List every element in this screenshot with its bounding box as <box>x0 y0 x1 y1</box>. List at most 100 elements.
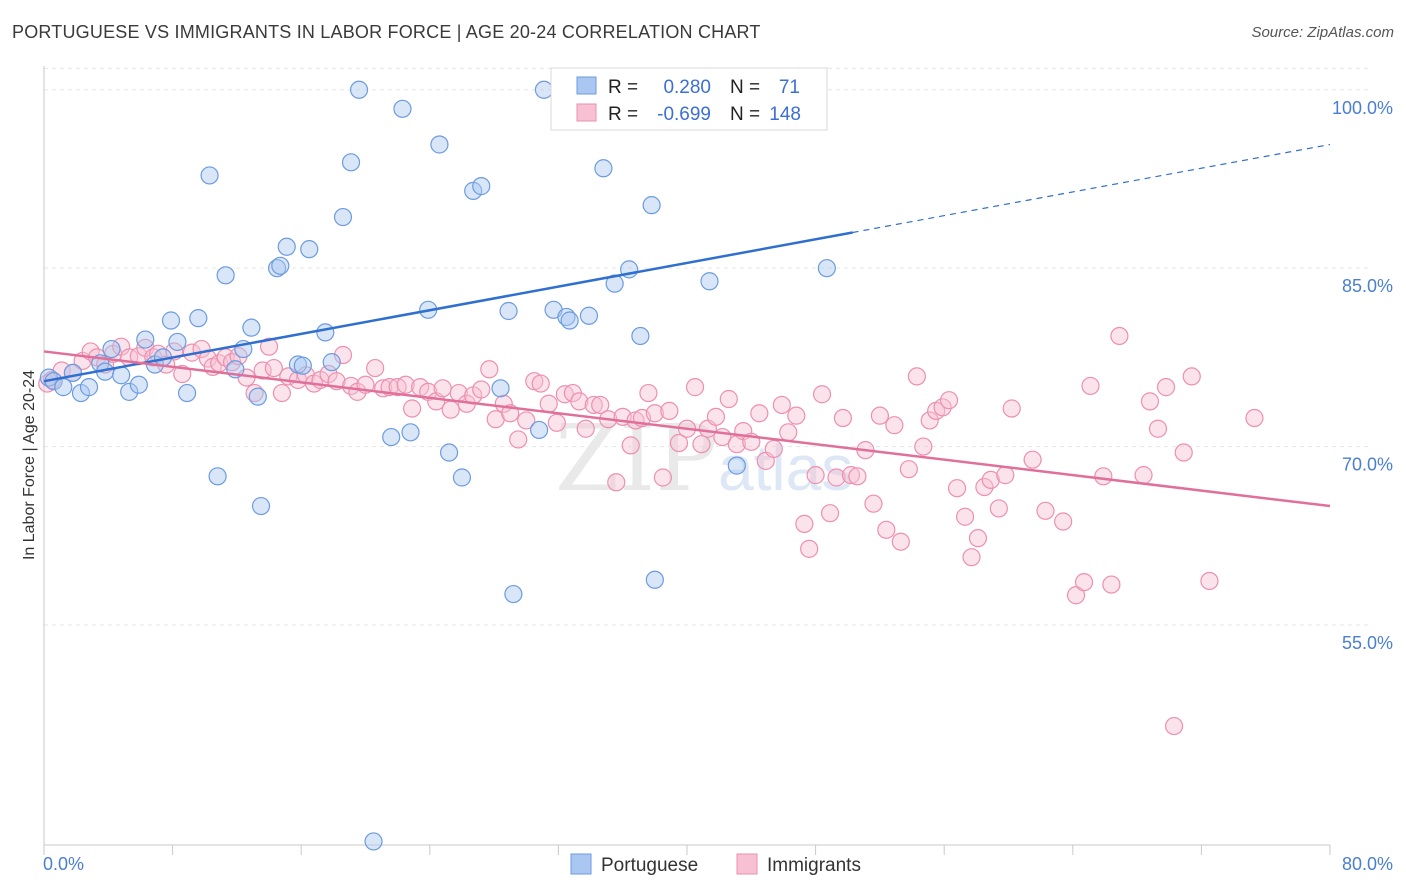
portuguese-point-56 <box>579 306 599 325</box>
legend-label-immigrants: Immigrants <box>767 855 861 876</box>
source-label: Source: ZipAtlas.com <box>1251 24 1394 41</box>
immigrants-point-98 <box>772 395 791 415</box>
immigrants-point-111 <box>864 494 883 513</box>
immigrants-point-112 <box>870 406 890 425</box>
immigrants-point-129 <box>989 499 1008 518</box>
portuguese-points <box>39 80 836 851</box>
immigrants-point-82 <box>653 468 672 487</box>
x-tick-label-min: 0.0% <box>43 854 84 874</box>
immigrants-point-136 <box>1074 573 1094 592</box>
portuguese-point-47 <box>472 177 491 196</box>
immigrants-point-121 <box>933 398 952 417</box>
immigrants-point-86 <box>685 378 705 397</box>
legend-swatch-immigrants <box>736 853 758 875</box>
immigrants-point-48 <box>403 399 422 418</box>
immigrants-point-139 <box>1102 575 1121 594</box>
immigrants-point-137 <box>1081 376 1100 396</box>
immigrants-point-63 <box>517 411 536 430</box>
immigrants-point-114 <box>885 416 904 435</box>
immigrants-point-70 <box>570 392 589 411</box>
immigrants-point-122 <box>939 391 959 410</box>
portuguese-point-2 <box>54 378 73 397</box>
immigrants-point-108 <box>841 466 861 485</box>
immigrants-point-128 <box>981 470 1000 489</box>
portuguese-point-54 <box>557 307 576 327</box>
portuguese-point-38 <box>364 832 383 851</box>
y-tick-label-1: 70.0% <box>1342 455 1393 475</box>
portuguese-point-18 <box>189 309 208 328</box>
immigrants-point-109 <box>848 467 867 486</box>
immigrants-point-75 <box>607 473 626 492</box>
immigrants-point-95 <box>750 404 769 423</box>
stats-box: R = 0.280 N = 71 R = -0.699 N = 148 <box>550 67 828 131</box>
portuguese-point-33 <box>316 323 335 342</box>
immigrants-point-146 <box>1174 443 1193 462</box>
immigrants-point-149 <box>1245 408 1264 428</box>
immigrants-point-39 <box>333 345 353 365</box>
immigrants-point-29 <box>259 337 279 356</box>
immigrants-point-147 <box>1182 367 1201 386</box>
portuguese-point-35 <box>333 207 353 227</box>
portuguese-point-48 <box>491 379 510 398</box>
immigrants-point-84 <box>669 433 689 453</box>
immigrants-point-125 <box>962 548 981 567</box>
stats-r-label-portuguese: R = <box>608 77 638 98</box>
immigrants-point-131 <box>1002 399 1021 418</box>
x-tick-label-max: 80.0% <box>1342 854 1393 874</box>
immigrants-point-107 <box>833 408 853 428</box>
watermark-atlas: atlas <box>718 432 853 504</box>
immigrants-point-103 <box>806 466 825 485</box>
stats-r-value-immigrants: -0.699 <box>657 104 711 125</box>
immigrants-point-87 <box>692 435 711 454</box>
portuguese-point-10 <box>120 382 139 401</box>
immigrants-point-144 <box>1156 378 1176 397</box>
portuguese-point-68 <box>727 456 746 475</box>
immigrants-point-43 <box>366 358 385 378</box>
portuguese-point-36 <box>341 153 361 172</box>
immigrants-point-83 <box>660 401 679 421</box>
legend: Portuguese Immigrants <box>570 853 861 876</box>
portuguese-point-29 <box>277 237 296 256</box>
stats-n-label-portuguese: N = <box>730 77 760 98</box>
immigrants-trend-line <box>43 350 1331 508</box>
portuguese-point-25 <box>251 496 271 516</box>
portuguese-point-63 <box>645 570 664 589</box>
legend-label-portuguese: Portuguese <box>601 855 698 876</box>
immigrants-point-143 <box>1148 419 1168 438</box>
immigrants-point-52 <box>433 379 452 398</box>
portuguese-point-51 <box>530 420 549 440</box>
gridlines <box>44 67 1370 626</box>
portuguese-point-15 <box>161 311 181 330</box>
portuguese-point-67 <box>700 272 719 291</box>
portuguese-point-61 <box>631 326 650 346</box>
immigrants-point-72 <box>584 395 603 415</box>
y-tick-label-3: 100.0% <box>1332 98 1393 118</box>
immigrants-point-133 <box>1036 501 1055 520</box>
immigrants-point-66 <box>539 394 558 413</box>
immigrants-point-115 <box>891 532 910 551</box>
portuguese-point-12 <box>136 330 155 349</box>
immigrants-point-100 <box>787 406 806 425</box>
portuguese-point-19 <box>200 166 219 185</box>
stats-n-label-immigrants: N = <box>730 104 760 125</box>
stats-r-value-portuguese: 0.280 <box>663 77 711 98</box>
portuguese-point-17 <box>177 383 197 403</box>
immigrants-point-138 <box>1094 467 1113 486</box>
portuguese-point-37 <box>349 80 369 99</box>
immigrants-point-91 <box>719 389 738 409</box>
immigrants-point-126 <box>968 529 988 548</box>
stats-swatch-immigrants <box>576 103 597 122</box>
portuguese-point-70 <box>817 259 836 278</box>
immigrants-point-119 <box>920 411 939 430</box>
portuguese-point-52 <box>534 80 554 99</box>
portuguese-point-27 <box>267 259 287 278</box>
axes <box>43 66 1331 855</box>
immigrants-point-106 <box>827 468 846 487</box>
portuguese-point-8 <box>102 339 121 359</box>
portuguese-trend-line <box>43 231 853 383</box>
portuguese-point-5 <box>79 378 99 397</box>
portuguese-point-39 <box>382 427 401 447</box>
y-tick-label-0: 55.0% <box>1342 633 1393 653</box>
immigrants-point-89 <box>706 407 726 426</box>
